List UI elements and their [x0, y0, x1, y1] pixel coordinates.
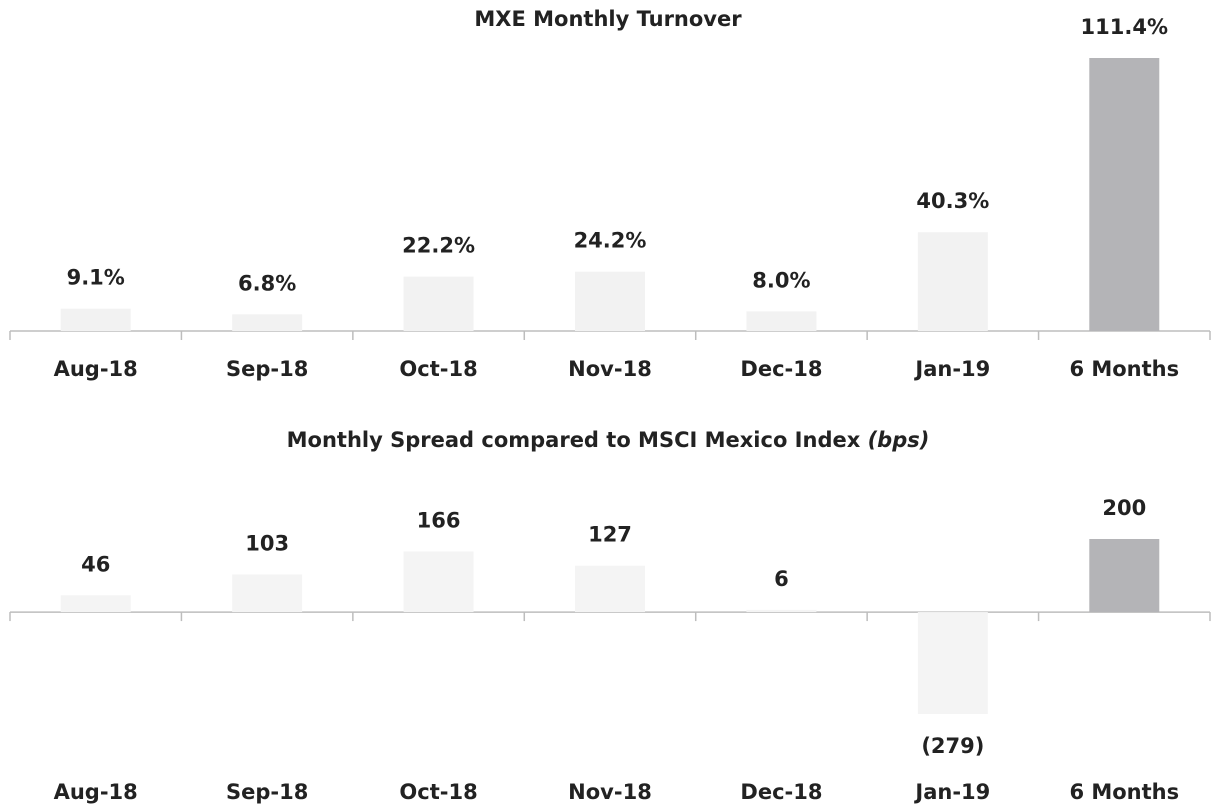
data-label: 111.4%	[1081, 15, 1168, 39]
chart: Monthly Spread compared to MSCI Mexico I…	[9, 428, 1211, 804]
data-label: 24.2%	[574, 229, 647, 253]
x-tick-label: Sep-18	[226, 780, 308, 804]
bar	[917, 612, 988, 714]
x-tick-label: Jan-19	[913, 357, 990, 381]
x-tick-label: Nov-18	[568, 357, 652, 381]
bar	[232, 314, 303, 331]
x-tick-label: 6 Months	[1069, 357, 1179, 381]
bar	[746, 311, 817, 331]
chart-title: MXE Monthly Turnover	[474, 7, 742, 31]
bar	[746, 609, 817, 613]
x-tick-label: Oct-18	[399, 780, 477, 804]
x-tick-label: Dec-18	[740, 780, 822, 804]
data-label: 127	[588, 523, 632, 547]
title-unit: (bps)	[868, 428, 930, 452]
data-label: 103	[245, 531, 289, 555]
data-label: 6	[774, 567, 789, 591]
bar	[575, 271, 645, 331]
title-text: Monthly Spread compared to MSCI Mexico I…	[287, 428, 861, 452]
x-tick-label: 6 Months	[1069, 780, 1179, 804]
x-tick-label: Oct-18	[399, 357, 477, 381]
chart-title: Monthly Spread compared to MSCI Mexico I…	[287, 428, 930, 452]
title-text: MXE Monthly Turnover	[474, 7, 742, 31]
bar	[403, 551, 474, 613]
bar	[1089, 539, 1160, 613]
bar	[60, 308, 131, 331]
bar	[403, 276, 474, 331]
bar	[60, 595, 131, 613]
x-tick-label: Sep-18	[226, 357, 308, 381]
data-label: 40.3%	[916, 189, 989, 213]
data-label: (279)	[921, 734, 984, 758]
bar	[232, 574, 303, 613]
data-label: 6.8%	[238, 271, 296, 295]
x-tick-label: Aug-18	[54, 357, 138, 381]
bar	[1089, 58, 1160, 331]
x-tick-label: Aug-18	[54, 780, 138, 804]
data-label: 200	[1102, 496, 1146, 520]
bar	[917, 232, 988, 331]
data-label: 22.2%	[402, 234, 475, 258]
data-label: 9.1%	[67, 266, 125, 290]
x-tick-label: Nov-18	[568, 780, 652, 804]
bar	[575, 565, 645, 613]
data-label: 8.0%	[752, 268, 810, 292]
x-tick-label: Jan-19	[913, 780, 990, 804]
data-label: 166	[417, 508, 461, 532]
data-label: 46	[81, 552, 110, 576]
x-tick-label: Dec-18	[740, 357, 822, 381]
chart: MXE Monthly Turnover 9.1% Aug-18 6.8% Sep-18…	[9, 7, 1211, 381]
